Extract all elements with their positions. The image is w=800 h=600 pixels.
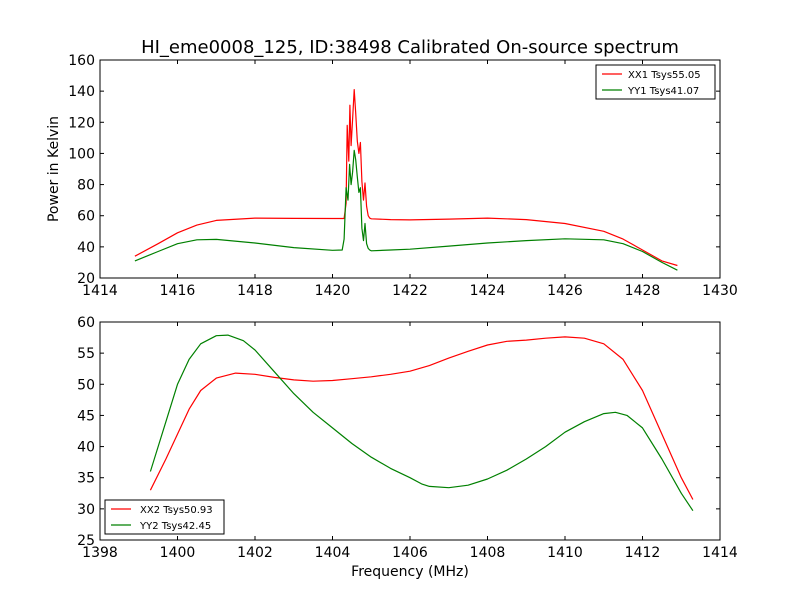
top-tick-layer: 1414 1416 1418 1420 1422 1424 1426 1428 1430 20 40… [68,53,738,299]
x-tick-label: 1414 [82,283,118,299]
x-tick-label: 1430 [702,283,738,299]
x-tick-label: 1422 [392,283,428,299]
x-tick-label: 1408 [470,545,506,561]
x-tick-label: 1400 [160,545,196,561]
legend-label-xx2: XX2 Tsys50.93 [140,505,213,516]
y-tick-label: 35 [77,471,95,487]
x-tick-label: 1404 [315,545,351,561]
y-tick-label: 80 [77,178,95,194]
series-line-0-1 [134,149,678,271]
x-tick-label: 1414 [702,545,738,561]
series-line-0-0 [134,88,678,267]
x-tick-label: 1410 [547,545,583,561]
bottom-series-layer [149,334,694,512]
legend-label-yy2: YY2 Tsys42.45 [139,521,211,532]
x-tick-label: 1424 [470,283,506,299]
legend-label-xx1: XX1 Tsys55.05 [628,70,701,81]
y-tick-label: 25 [77,533,95,549]
x-tick-label: 1426 [547,283,583,299]
y-tick-label: 50 [77,377,95,393]
series-line-1-1 [149,334,694,512]
bottom-tick-layer: 1398 1400 1402 1404 1406 1408 1410 1412 1414 25 30… [77,315,738,561]
x-tick-label: 1420 [315,283,351,299]
y-tick-label: 60 [77,209,95,225]
x-tick-label: 1416 [160,283,196,299]
y-tick-label: 60 [77,315,95,331]
series-line-1-0 [149,336,694,500]
x-tick-label: 1402 [237,545,273,561]
y-tick-label: 120 [68,115,95,131]
x-tick-label: 1428 [625,283,661,299]
x-axis-label: Frequency (MHz) [351,564,469,580]
y-tick-label: 140 [68,84,95,100]
bottom-spectrum-axes: Frequency (MHz) 1398 1400 1402 1404 1406 1408… [77,315,738,580]
y-tick-label: 100 [68,146,95,162]
y-tick-label: 45 [77,408,95,424]
y-axis-label: Power in Kelvin [46,116,62,222]
y-tick-label: 20 [77,271,95,287]
top-legend: XX1 Tsys55.05 YY1 Tsys41.07 [595,64,716,100]
y-tick-label: 40 [77,240,95,256]
top-series-layer [134,88,678,271]
y-tick-label: 55 [77,346,95,362]
x-tick-label: 1398 [82,545,118,561]
legend-label-yy1: YY1 Tsys41.07 [627,86,699,97]
bottom-plot-frame [99,321,721,541]
y-tick-label: 40 [77,440,95,456]
x-tick-label: 1412 [625,545,661,561]
x-tick-label: 1418 [237,283,273,299]
y-tick-label: 30 [77,502,95,518]
chart-title: HI_eme0008_125, ID:38498 Calibrated On-s… [141,37,679,58]
bottom-legend: XX2 Tsys50.93 YY2 Tsys42.45 [104,499,225,535]
bottom-legend-box [104,499,225,535]
top-plot-frame [99,59,721,279]
y-tick-label: 160 [68,53,95,69]
top-legend-box [595,64,716,100]
top-spectrum-axes: HI_eme0008_125, ID:38498 Calibrated On-s… [46,37,738,299]
x-tick-label: 1406 [392,545,428,561]
